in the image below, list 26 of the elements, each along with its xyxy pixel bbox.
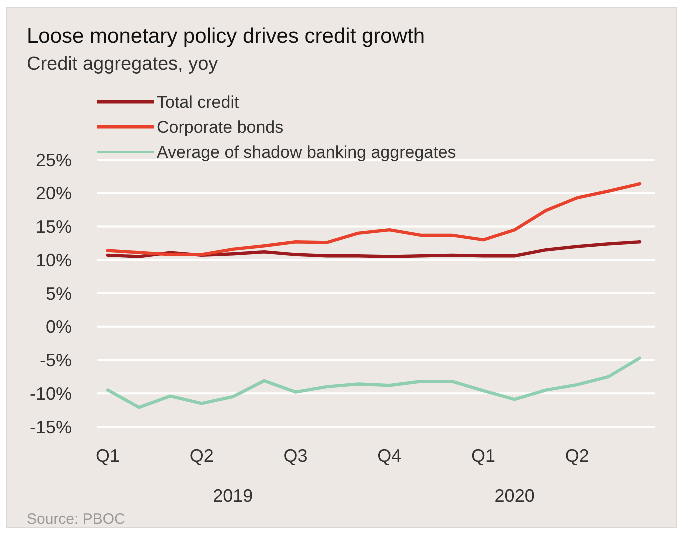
x-tick-label: Q3 [284,446,308,466]
x-tick-label: Q1 [96,446,120,466]
legend-label: Corporate bonds [157,118,284,137]
y-tick-label: 5% [46,284,72,304]
y-tick-label: 0% [46,317,72,338]
text: 2020 [494,486,535,506]
y-tick-label: 25% [36,150,72,170]
chart-title: Loose monetary policy drives credit growth [27,25,426,48]
y-tick-label: 20% [36,184,72,204]
chart-subtitle: Credit aggregates, yoy [27,54,219,75]
y-tick-label: -15% [30,417,72,438]
source-note: Source: PBOC [27,511,126,528]
x-tick-label: Q2 [565,446,590,466]
text: 2019 [213,486,254,506]
x-tick-label: Q1 [472,446,496,466]
y-tick-label: 15% [36,217,72,238]
y-tick-label: 10% [36,250,72,270]
line-series [106,182,642,256]
line-series [106,240,642,258]
line-series [106,356,642,410]
legend-label: Average of shadow banking aggregates [157,142,456,162]
y-tick-label: -10% [30,384,72,404]
y-tick-label: -5% [40,350,72,371]
x-tick-label: Q2 [190,446,214,466]
x-tick-label: Q4 [378,446,402,466]
legend-label: Total credit [157,92,240,112]
